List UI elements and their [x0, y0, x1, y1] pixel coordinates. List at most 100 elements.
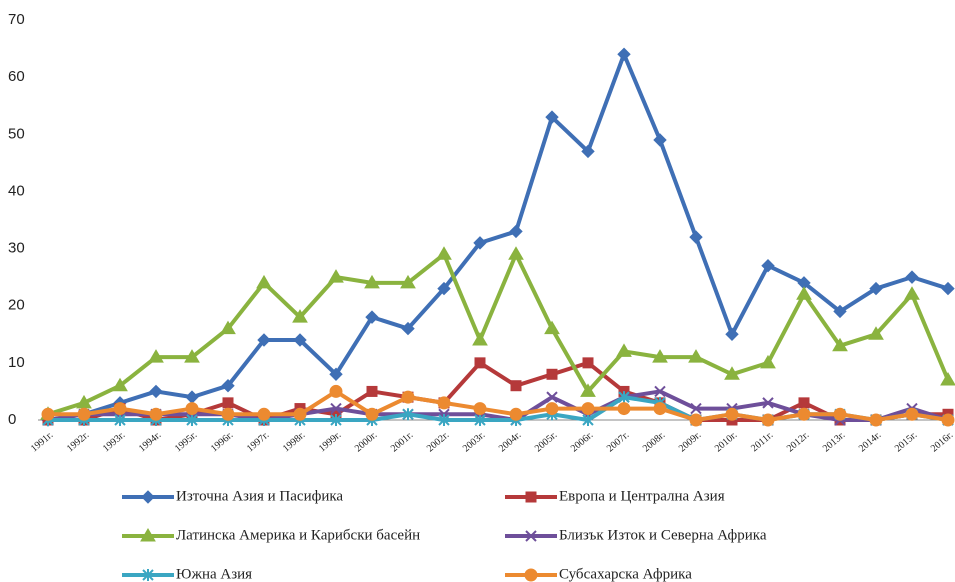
marker	[869, 281, 883, 296]
marker	[832, 337, 848, 352]
marker	[905, 407, 919, 421]
marker	[689, 413, 703, 427]
marker	[510, 380, 522, 392]
marker	[185, 390, 199, 404]
marker	[581, 402, 595, 416]
marker	[904, 286, 920, 300]
y-tick-label: 30	[8, 240, 25, 257]
marker	[256, 274, 272, 289]
x-tick-label: 1996г.	[209, 430, 236, 455]
y-tick-label: 50	[8, 125, 25, 142]
marker	[833, 407, 847, 421]
marker	[328, 269, 344, 283]
marker	[525, 530, 537, 542]
marker	[364, 274, 380, 289]
marker	[725, 327, 739, 341]
marker	[796, 286, 812, 300]
x-tick-label: 2006г.	[569, 430, 596, 455]
marker	[653, 402, 667, 416]
marker	[366, 385, 378, 397]
marker	[616, 343, 632, 357]
marker	[868, 326, 884, 340]
marker	[761, 413, 775, 427]
legend-label: Близък Изток и Северна Африка	[559, 527, 767, 543]
marker	[436, 246, 452, 260]
marker	[618, 391, 630, 404]
marker	[292, 309, 308, 323]
x-tick-label: 1999г.	[317, 430, 344, 455]
x-tick-label: 2001г.	[389, 430, 416, 455]
marker	[221, 379, 235, 393]
x-tick-label: 2015г.	[893, 430, 920, 455]
marker	[524, 568, 538, 582]
marker	[472, 332, 488, 346]
marker	[329, 384, 343, 398]
x-tick-label: 2005г.	[533, 430, 560, 455]
series	[41, 47, 955, 427]
marker	[525, 491, 537, 503]
marker	[149, 407, 163, 421]
marker	[142, 569, 154, 581]
marker	[869, 413, 883, 427]
marker	[580, 383, 596, 397]
marker	[148, 349, 164, 363]
marker	[474, 414, 486, 426]
series-line	[47, 252, 950, 417]
marker	[545, 110, 559, 124]
marker	[221, 407, 235, 421]
marker	[546, 391, 558, 403]
marker	[724, 366, 740, 380]
marker	[437, 281, 451, 296]
x-tick-label: 1991г.	[29, 430, 56, 455]
marker	[365, 310, 379, 324]
y-tick-label: 10	[8, 354, 25, 371]
marker	[940, 372, 955, 386]
series	[41, 384, 955, 427]
marker	[652, 349, 668, 363]
marker	[293, 407, 307, 421]
x-tick-label: 1998г.	[281, 430, 308, 455]
series-line	[47, 52, 949, 422]
marker	[546, 368, 558, 380]
legend-label: Източна Азия и Пасифика	[176, 488, 343, 504]
marker	[941, 413, 955, 427]
x-tick-label: 2008г.	[641, 430, 668, 455]
x-tick-label: 2012г.	[785, 430, 812, 455]
marker	[797, 407, 811, 421]
marker	[762, 397, 774, 409]
marker	[509, 407, 523, 421]
marker	[41, 407, 55, 421]
x-tick-label: 2009г.	[677, 430, 704, 455]
marker	[833, 304, 847, 319]
marker	[760, 354, 776, 369]
x-tick-label: 2016г.	[929, 430, 955, 455]
x-tick-label: 2004г.	[497, 430, 524, 455]
marker	[690, 402, 702, 415]
x-tick-label: 2002г.	[425, 430, 452, 455]
marker	[222, 397, 234, 409]
marker	[113, 402, 127, 416]
marker	[473, 236, 487, 250]
marker	[77, 407, 91, 421]
marker	[402, 408, 414, 421]
marker	[798, 397, 810, 409]
marker	[141, 490, 155, 504]
marker	[184, 349, 200, 363]
marker	[365, 407, 379, 421]
marker	[688, 349, 704, 363]
marker	[401, 390, 415, 404]
x-tick-label: 1995г.	[173, 430, 200, 455]
legend-label: Южна Азия	[176, 566, 252, 582]
marker	[905, 270, 919, 284]
y-tick-label: 60	[8, 68, 25, 85]
marker	[114, 414, 126, 426]
marker	[257, 407, 271, 421]
marker	[186, 414, 198, 426]
x-tick-label: 2000г.	[353, 430, 380, 455]
y-tick-label: 40	[8, 182, 25, 199]
x-tick-label: 2014г.	[857, 430, 884, 455]
x-tick-label: 1993г.	[101, 430, 128, 455]
x-tick-label: 2003г.	[461, 430, 488, 455]
marker	[293, 333, 307, 347]
x-tick-label: 1992г.	[65, 430, 92, 455]
